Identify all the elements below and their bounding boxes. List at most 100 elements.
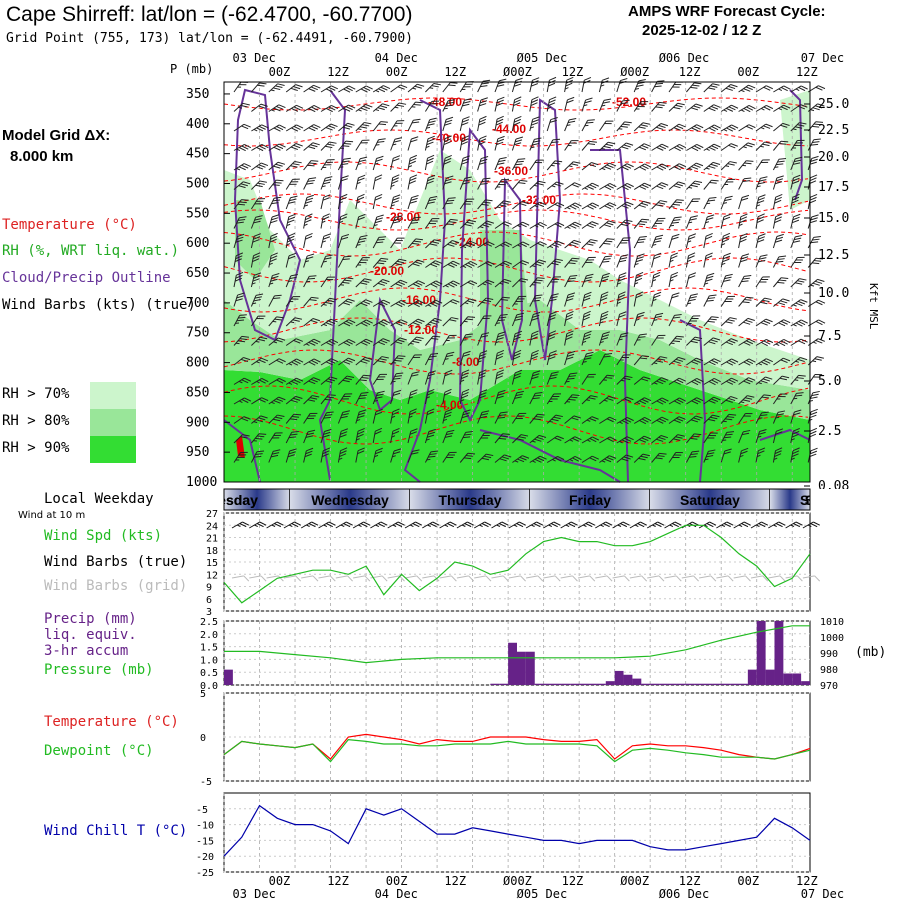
precip-bar <box>747 669 757 685</box>
wind-barb <box>651 101 667 112</box>
wind-barb <box>633 355 650 366</box>
wind-barb <box>790 213 801 229</box>
wind-barb <box>668 123 686 132</box>
wind-barb-true <box>387 521 405 529</box>
wind-barb <box>268 196 282 210</box>
wind-barb <box>303 160 319 171</box>
top-date-label: Ø05 Dec <box>517 51 568 65</box>
wind-barb <box>407 354 422 366</box>
wind-barb <box>755 105 774 112</box>
wind-barb <box>564 436 582 444</box>
wind-tick-label: 27 <box>206 509 218 520</box>
wind-barb <box>807 257 824 268</box>
top-hour-label: 12Z <box>327 65 349 79</box>
wind-barb <box>668 335 684 346</box>
pressure-tick-label: 850 <box>186 385 209 400</box>
wind-barb <box>372 279 390 288</box>
bottom-hour-label: 12Z <box>562 874 584 888</box>
legend-wind-barbs-grid: Wind Barbs (grid) <box>44 578 188 594</box>
wind-barb <box>616 237 631 249</box>
top-hour-label: 12Z <box>796 65 818 79</box>
wind-barb <box>686 433 702 444</box>
wind-barb <box>738 358 756 366</box>
wind-barb <box>268 83 285 93</box>
wind-barb <box>616 454 634 463</box>
wind-tick-label: 3 <box>206 607 212 618</box>
precip-bar <box>703 683 713 685</box>
legend-pressure: Pressure (mb) <box>44 662 154 678</box>
precip-bar <box>517 651 526 685</box>
wind-barb <box>285 430 299 444</box>
wind-barb <box>703 337 721 346</box>
wind-barb <box>459 350 471 366</box>
wind-barb <box>251 103 268 112</box>
precip-bar <box>632 678 642 685</box>
wind-barb <box>633 235 647 249</box>
wind-barb <box>424 154 435 171</box>
wind-barb <box>685 198 701 210</box>
wind-barb <box>581 351 594 366</box>
cloud-outline-9 <box>679 319 707 483</box>
precip-bar <box>570 683 580 685</box>
weekday-cell <box>650 489 770 510</box>
wind-barb <box>772 255 787 268</box>
wind-barb <box>738 194 750 210</box>
wind-barb <box>268 337 286 346</box>
wind-barb <box>372 373 387 385</box>
wind-barb <box>320 394 336 405</box>
wind-barb <box>355 193 365 210</box>
bottom-hour-label: 12Z <box>796 874 818 888</box>
wind-barb <box>285 273 298 288</box>
wind-barb <box>512 278 529 288</box>
windchill-tick-label: -5 <box>196 805 208 816</box>
bottom-hour-label: Ø00Z <box>620 874 649 888</box>
wind-barb <box>355 139 370 151</box>
wind-barb <box>633 291 644 307</box>
wind-barb <box>790 104 808 112</box>
top-hour-label: Ø00Z <box>503 65 532 79</box>
cross-section-frame <box>223 81 811 483</box>
wind-barb-grid <box>404 575 423 582</box>
wind-barb <box>251 143 269 152</box>
wind-barb <box>564 394 580 405</box>
wind-barb <box>512 241 530 249</box>
wind-barb <box>529 159 544 171</box>
wind-barb <box>320 254 333 268</box>
pressure-tick-label: 450 <box>186 147 209 162</box>
wind-barb <box>598 272 610 288</box>
wind-barb <box>668 314 682 327</box>
wind-barb <box>703 414 720 424</box>
wind-barb <box>337 393 353 405</box>
weekday-mask-right <box>810 489 900 511</box>
wind-barb <box>285 195 298 210</box>
wind-barb <box>720 195 733 210</box>
wind-barb <box>755 213 765 229</box>
wind-barb <box>807 85 826 93</box>
top-hour-label: 12Z <box>444 65 466 79</box>
top-hour-label: 00Z <box>386 65 408 79</box>
top-hour-label: 12Z <box>562 65 584 79</box>
weekday-cell <box>224 489 290 510</box>
wind-barb <box>494 296 510 307</box>
wind-barb <box>668 216 682 229</box>
wind-barb <box>390 102 407 112</box>
wind-barb <box>546 456 565 463</box>
wind-barb <box>738 338 756 346</box>
height-tick-label: 17.5 <box>818 180 849 195</box>
wind-barb <box>651 356 668 366</box>
precip-bar <box>756 621 766 685</box>
wind-barb <box>529 455 547 463</box>
wind-barb <box>651 123 669 132</box>
wind-barb <box>703 214 715 229</box>
wind-barb <box>755 141 772 151</box>
wind-barb <box>407 83 425 93</box>
wind-barb <box>738 124 756 132</box>
wind-barb-grid <box>456 575 475 582</box>
wind-barb-true <box>473 521 492 529</box>
wind-barb <box>424 195 438 210</box>
wind-barb <box>686 82 702 93</box>
dewpoint-line <box>223 738 811 763</box>
wind-barb <box>268 179 284 190</box>
pressure-tick-label: 990 <box>820 649 838 660</box>
top-hour-label: 00Z <box>737 65 759 79</box>
